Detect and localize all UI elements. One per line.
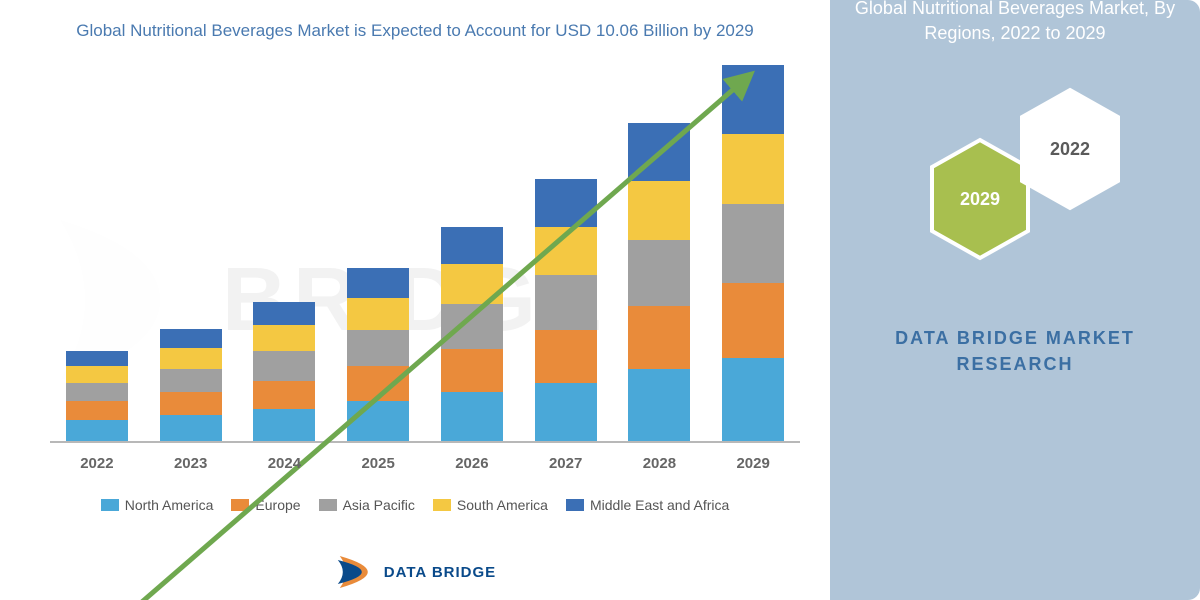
- bar-segment: [722, 65, 784, 135]
- bar-segment: [628, 123, 690, 181]
- bar-segment: [160, 415, 222, 441]
- bar-segment: [722, 134, 784, 204]
- legend-label: Asia Pacific: [343, 497, 415, 513]
- x-axis-label: 2026: [441, 445, 503, 483]
- side-panel-title: Global Nutritional Beverages Market, By …: [850, 0, 1180, 46]
- hexagon: 2022: [1015, 86, 1125, 212]
- x-axis-label: 2027: [535, 445, 597, 483]
- bar-segment: [253, 351, 315, 380]
- bar-container: [50, 63, 800, 441]
- legend-item: South America: [433, 497, 548, 513]
- footer-logo-mark: [334, 552, 374, 592]
- bar-segment: [347, 298, 409, 330]
- bar-segment: [253, 302, 315, 325]
- bar-segment: [66, 420, 128, 441]
- chart-area: 2022 2023 2024 2025 2026 2027 2028 2029: [20, 63, 810, 483]
- chart-panel: BRIDGE Global Nutritional Beverages Mark…: [0, 0, 830, 600]
- brand-text: DATA BRIDGE MARKET RESEARCH: [895, 326, 1135, 376]
- legend-swatch: [433, 499, 451, 511]
- legend-swatch: [566, 499, 584, 511]
- legend-label: South America: [457, 497, 548, 513]
- x-axis-label: 2023: [160, 445, 222, 483]
- bar-segment: [628, 306, 690, 370]
- bar-segment: [66, 351, 128, 366]
- plot: [50, 63, 800, 443]
- bar-segment: [66, 401, 128, 420]
- hexagon-label: 2022: [1050, 139, 1090, 160]
- bar-segment: [253, 325, 315, 351]
- bar-segment: [535, 275, 597, 330]
- bar-segment: [722, 358, 784, 441]
- legend: North America Europe Asia Pacific South Ame…: [10, 483, 820, 513]
- bar-column: [628, 123, 690, 441]
- page-root: BRIDGE Global Nutritional Beverages Mark…: [0, 0, 1200, 600]
- hexagon-label: 2029: [960, 189, 1000, 210]
- bar-segment: [347, 330, 409, 366]
- bar-segment: [441, 304, 503, 349]
- bar-column: [160, 329, 222, 441]
- legend-item: Asia Pacific: [319, 497, 415, 513]
- bar-segment: [441, 264, 503, 304]
- bar-segment: [66, 383, 128, 402]
- bar-segment: [441, 349, 503, 392]
- x-axis-labels: 2022 2023 2024 2025 2026 2027 2028 2029: [50, 445, 800, 483]
- bar-segment: [347, 401, 409, 441]
- legend-swatch: [319, 499, 337, 511]
- bar-segment: [441, 392, 503, 441]
- bar-segment: [535, 330, 597, 383]
- legend-item: Middle East and Africa: [566, 497, 729, 513]
- bar-column: [441, 227, 503, 441]
- side-panel: Global Nutritional Beverages Market, By …: [830, 0, 1200, 600]
- bar-segment: [66, 366, 128, 383]
- bar-segment: [535, 179, 597, 226]
- legend-swatch: [231, 499, 249, 511]
- x-axis-label: 2024: [253, 445, 315, 483]
- hexagon-group: 2029 2022: [905, 76, 1125, 276]
- x-axis-label: 2029: [722, 445, 784, 483]
- bar-segment: [253, 409, 315, 441]
- bar-column: [253, 302, 315, 441]
- legend-item: North America: [101, 497, 214, 513]
- legend-swatch: [101, 499, 119, 511]
- bar-column: [66, 351, 128, 441]
- bar-segment: [628, 369, 690, 440]
- legend-item: Europe: [231, 497, 300, 513]
- bar-segment: [722, 283, 784, 358]
- bar-segment: [535, 383, 597, 441]
- bar-segment: [347, 366, 409, 402]
- bar-segment: [160, 329, 222, 348]
- bar-segment: [347, 268, 409, 298]
- chart-title: Global Nutritional Beverages Market is E…: [10, 20, 820, 53]
- legend-label: North America: [125, 497, 214, 513]
- legend-label: Middle East and Africa: [590, 497, 729, 513]
- footer-logo: DATA BRIDGE: [334, 552, 496, 592]
- bar-segment: [628, 240, 690, 306]
- x-axis-label: 2022: [66, 445, 128, 483]
- x-axis-label: 2028: [628, 445, 690, 483]
- x-axis-label: 2025: [347, 445, 409, 483]
- bar-segment: [628, 181, 690, 239]
- brand-line-1: DATA BRIDGE MARKET: [895, 328, 1135, 348]
- bar-column: [347, 268, 409, 441]
- bar-segment: [722, 204, 784, 283]
- bar-column: [535, 179, 597, 440]
- bar-segment: [535, 227, 597, 276]
- bar-segment: [253, 381, 315, 409]
- bar-segment: [160, 392, 222, 415]
- legend-label: Europe: [255, 497, 300, 513]
- footer-logo-text: DATA BRIDGE: [384, 564, 496, 581]
- bar-segment: [160, 369, 222, 392]
- bar-column: [722, 65, 784, 441]
- x-axis-baseline: [50, 441, 800, 443]
- bar-segment: [160, 348, 222, 369]
- bar-segment: [441, 227, 503, 265]
- brand-line-2: RESEARCH: [956, 354, 1073, 374]
